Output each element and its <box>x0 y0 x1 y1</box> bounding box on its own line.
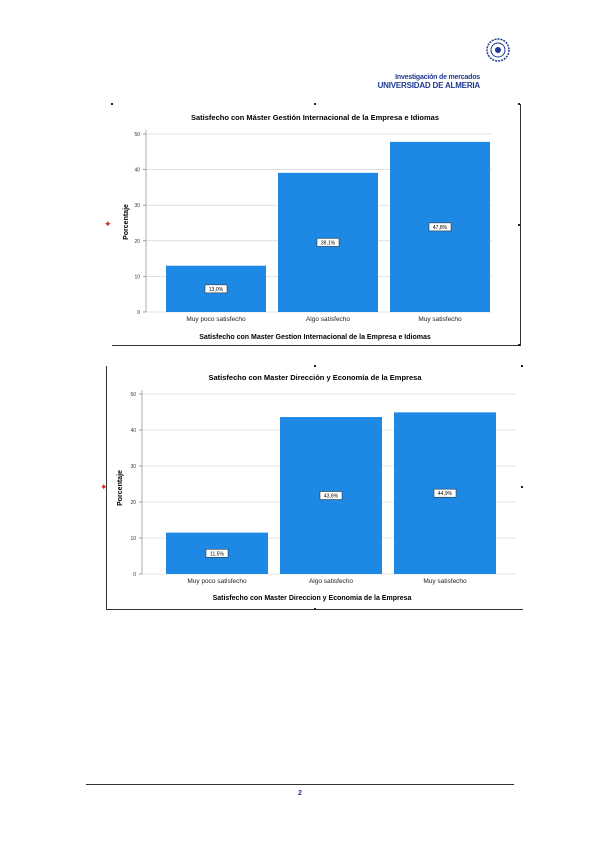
data-label-box <box>205 549 229 558</box>
marker-icon: ✦ <box>104 219 112 229</box>
handle-dot <box>314 608 316 610</box>
handle-dot <box>111 103 113 105</box>
category-label: Muy satisfecho <box>423 578 467 585</box>
data-label: 47,8% <box>433 225 448 231</box>
category-labels: Muy poco satisfecho Algo satisfecho Muy sa… <box>187 578 467 585</box>
bar-chart-1: Satisfecho con Máster Gestión Internacio… <box>123 113 492 341</box>
y-tick-label: 50 <box>134 132 140 138</box>
chart-title: Satisfecho con Máster Gestión Internacio… <box>191 113 439 122</box>
category-label: Algo satisfecho <box>306 316 350 323</box>
data-label: 39,1% <box>321 240 336 246</box>
bars: 13,0% 39,1% 47,8% <box>166 141 490 312</box>
y-axis-label: Porcentaje <box>117 470 124 506</box>
y-tick-label: 30 <box>130 464 136 470</box>
data-label-box <box>428 222 452 232</box>
header-institution: UNIVERSIDAD DE ALMERIA <box>377 81 481 90</box>
y-tick-label: 20 <box>134 239 140 245</box>
category-label: Muy poco satisfecho <box>186 316 246 323</box>
footer-rule <box>86 784 514 785</box>
handle-dot <box>518 344 520 346</box>
handle-dot <box>518 224 520 226</box>
bar-chart-2: Satisfecho con Master Dirección y Econom… <box>117 373 516 602</box>
university-seal-icon <box>486 38 510 62</box>
data-label-box <box>433 488 457 498</box>
y-tick-label: 10 <box>134 274 140 280</box>
handle-dot <box>314 365 316 367</box>
y-tick-label: 20 <box>130 500 136 506</box>
y-tick-labels: 0 10 20 30 40 50 <box>134 132 140 316</box>
category-label: Muy satisfecho <box>418 316 462 323</box>
y-tick-label: 40 <box>130 428 136 434</box>
y-tick-label: 0 <box>133 572 136 578</box>
chart-frame-1 <box>112 104 521 346</box>
header-subtitle: Investigación de mercados <box>395 74 480 81</box>
marker-icon: ✦ <box>100 482 108 492</box>
data-label-box <box>204 284 228 294</box>
category-label: Algo satisfecho <box>309 578 353 585</box>
handle-dot <box>521 486 523 488</box>
header: Investigación de mercados UNIVERSIDAD DE… <box>377 74 481 90</box>
x-axis-label: Satisfecho con Master Gestion Internacio… <box>199 334 431 341</box>
data-label: 43,6% <box>324 494 339 500</box>
y-tick-label: 30 <box>134 203 140 209</box>
data-label-box <box>319 491 343 500</box>
handle-dot <box>314 103 316 105</box>
y-axis-label: Porcentaje <box>123 204 130 240</box>
y-tick-label: 40 <box>134 168 140 174</box>
data-label: 11,5% <box>210 551 224 557</box>
bars: 11,5% 43,6% 44,9% <box>166 412 496 574</box>
data-label: 44,9% <box>438 491 453 497</box>
y-tick-label: 0 <box>137 310 140 316</box>
y-tick-labels: 0 10 20 30 40 50 <box>130 392 136 578</box>
data-label-box <box>316 238 340 247</box>
handle-dot <box>521 365 523 367</box>
handle-dot <box>518 103 520 105</box>
chart-title: Satisfecho con Master Dirección y Econom… <box>209 373 423 382</box>
x-axis-label: Satisfecho con Master Direccion y Econom… <box>213 595 412 602</box>
category-labels: Muy poco satisfecho Algo satisfecho Muy sa… <box>186 316 462 323</box>
page-number: 2 <box>298 790 302 797</box>
category-label: Muy poco satisfecho <box>187 578 247 585</box>
y-tick-label: 10 <box>130 536 136 542</box>
y-tick-label: 50 <box>130 392 136 398</box>
data-label: 13,0% <box>209 287 224 293</box>
